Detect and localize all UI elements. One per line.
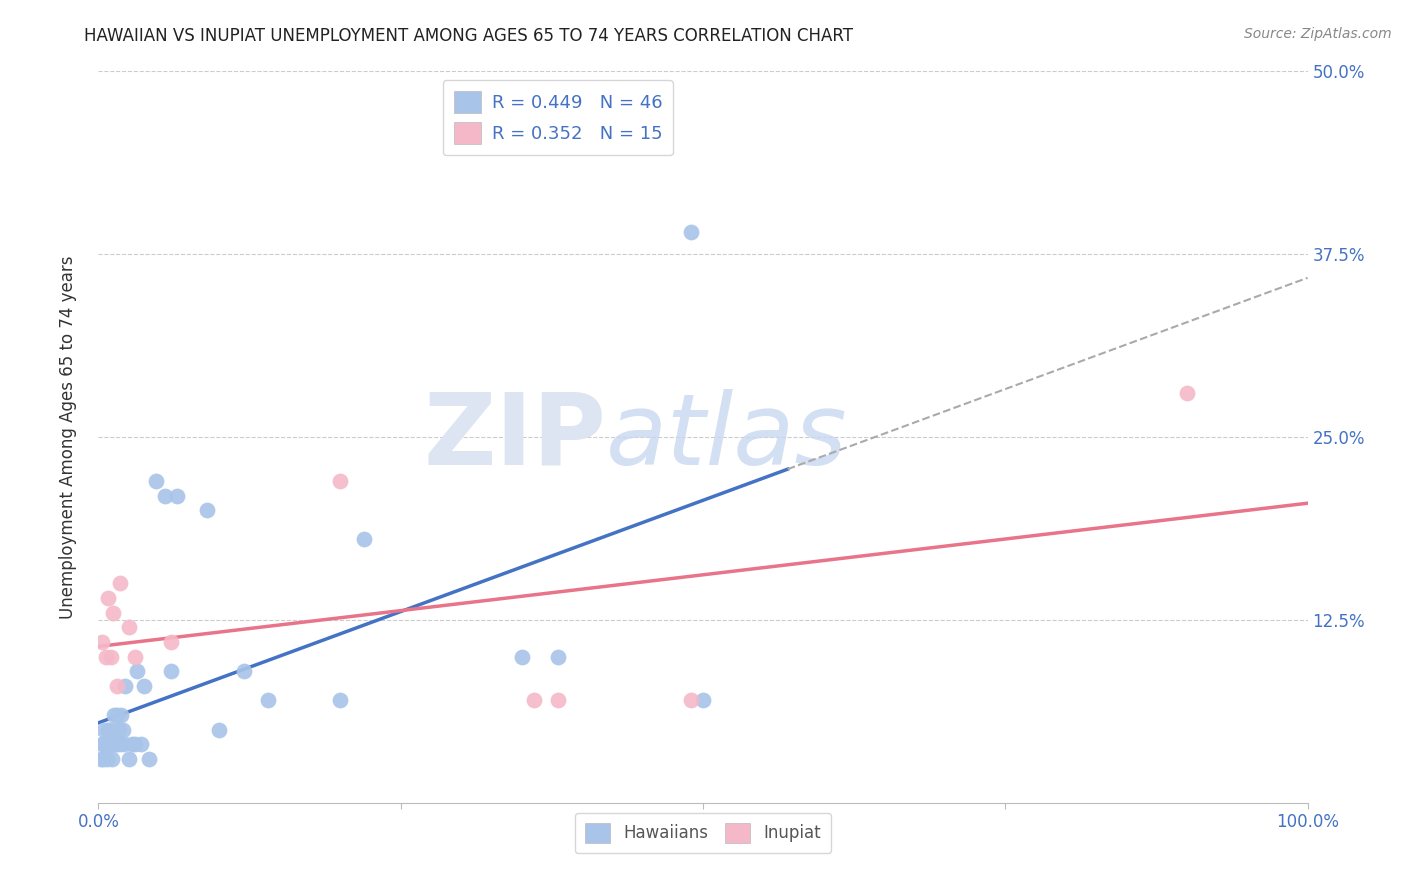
Point [98,723,121,737]
Point [114,679,136,693]
Point [160,664,183,678]
Point [118,752,141,766]
Point [679,693,702,707]
Point [124,737,146,751]
Point [101,606,124,620]
Point [94,737,117,751]
Point [105,679,128,693]
Point [90,752,112,766]
Point [91,752,114,766]
Point [97,591,120,605]
Point [129,737,152,751]
Point [100,752,122,766]
Text: Source: ZipAtlas.com: Source: ZipAtlas.com [1244,27,1392,41]
Point [1175,386,1198,401]
Point [104,737,127,751]
Point [256,693,278,707]
Point [105,708,128,723]
Point [108,576,131,591]
Y-axis label: Unemployment Among Ages 65 to 74 years: Unemployment Among Ages 65 to 74 years [59,255,77,619]
Text: ZIP: ZIP [423,389,606,485]
Text: atlas: atlas [606,389,848,485]
Point [100,723,122,737]
Point [103,708,125,723]
Point [692,693,714,707]
Point [679,225,702,239]
Point [97,737,120,751]
Point [91,737,114,751]
Point [108,723,131,737]
Point [547,649,569,664]
Point [166,489,188,503]
Point [145,474,167,488]
Point [101,737,124,751]
Point [93,737,115,751]
Point [108,737,131,751]
Point [105,737,128,751]
Point [134,679,156,693]
Point [107,723,129,737]
Point [353,533,375,547]
Point [232,664,254,678]
Point [100,737,122,751]
Point [111,723,134,737]
Point [329,693,352,707]
Point [208,723,231,737]
Point [160,635,183,649]
Point [96,752,118,766]
Point [510,649,533,664]
Point [127,664,149,678]
Legend: Hawaiians, Inupiat: Hawaiians, Inupiat [575,813,831,853]
Point [93,723,115,737]
Point [153,489,176,503]
Point [91,635,114,649]
Text: HAWAIIAN VS INUPIAT UNEMPLOYMENT AMONG AGES 65 TO 74 YEARS CORRELATION CHART: HAWAIIAN VS INUPIAT UNEMPLOYMENT AMONG A… [84,27,853,45]
Point [138,752,160,766]
Point [97,723,120,737]
Point [329,474,352,488]
Point [100,649,122,664]
Point [523,693,546,707]
Point [121,737,143,751]
Point [118,620,141,634]
Point [195,503,218,517]
Point [547,693,569,707]
Point [124,649,146,664]
Point [112,737,135,751]
Point [110,708,132,723]
Point [94,649,117,664]
